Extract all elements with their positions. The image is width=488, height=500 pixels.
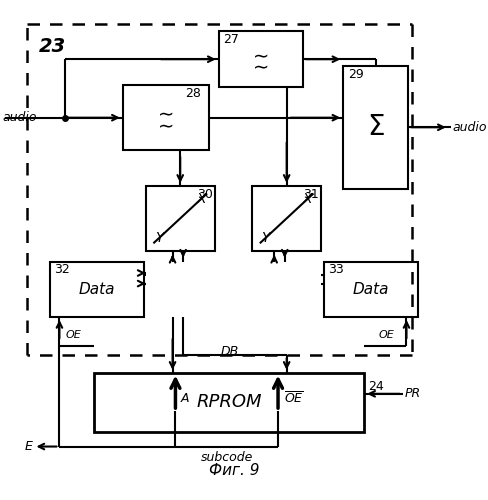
Text: 23: 23 bbox=[38, 37, 65, 56]
Bar bbox=[218, 32, 303, 87]
Text: 27: 27 bbox=[223, 34, 239, 46]
Text: RPROM: RPROM bbox=[196, 394, 262, 411]
Text: Y: Y bbox=[261, 230, 269, 244]
Bar bbox=[50, 262, 143, 317]
Text: Y: Y bbox=[155, 230, 163, 244]
Text: OE: OE bbox=[65, 330, 81, 340]
Bar bbox=[252, 186, 321, 251]
Text: ∼: ∼ bbox=[252, 47, 268, 66]
Text: Data: Data bbox=[79, 282, 115, 297]
Text: Σ: Σ bbox=[366, 114, 384, 141]
Text: 30: 30 bbox=[197, 188, 212, 200]
Bar bbox=[122, 85, 208, 150]
Text: ∼: ∼ bbox=[252, 58, 268, 78]
Text: DB: DB bbox=[221, 346, 239, 358]
Text: subcode: subcode bbox=[201, 452, 253, 464]
Text: audio: audio bbox=[3, 111, 37, 124]
Text: $\overline{OE}$: $\overline{OE}$ bbox=[283, 391, 303, 406]
Text: A: A bbox=[180, 392, 188, 405]
Text: 31: 31 bbox=[303, 188, 319, 200]
Text: ∼: ∼ bbox=[157, 106, 174, 124]
Text: X: X bbox=[303, 192, 312, 206]
Text: 32: 32 bbox=[54, 264, 69, 276]
Text: Фиг. 9: Фиг. 9 bbox=[208, 463, 259, 478]
Text: Data: Data bbox=[352, 282, 388, 297]
Bar bbox=[145, 186, 214, 251]
Text: 24: 24 bbox=[367, 380, 383, 394]
Text: X: X bbox=[196, 192, 205, 206]
Text: OE: OE bbox=[378, 330, 394, 340]
Bar bbox=[324, 262, 417, 317]
Bar bbox=[343, 66, 407, 188]
Text: audio: audio bbox=[451, 121, 486, 134]
Text: 33: 33 bbox=[327, 264, 343, 276]
Text: ∼: ∼ bbox=[157, 117, 174, 136]
Text: 29: 29 bbox=[347, 68, 363, 81]
Text: 28: 28 bbox=[185, 87, 201, 100]
Text: PR: PR bbox=[404, 388, 420, 400]
Bar bbox=[94, 372, 364, 432]
Text: E: E bbox=[25, 440, 33, 453]
